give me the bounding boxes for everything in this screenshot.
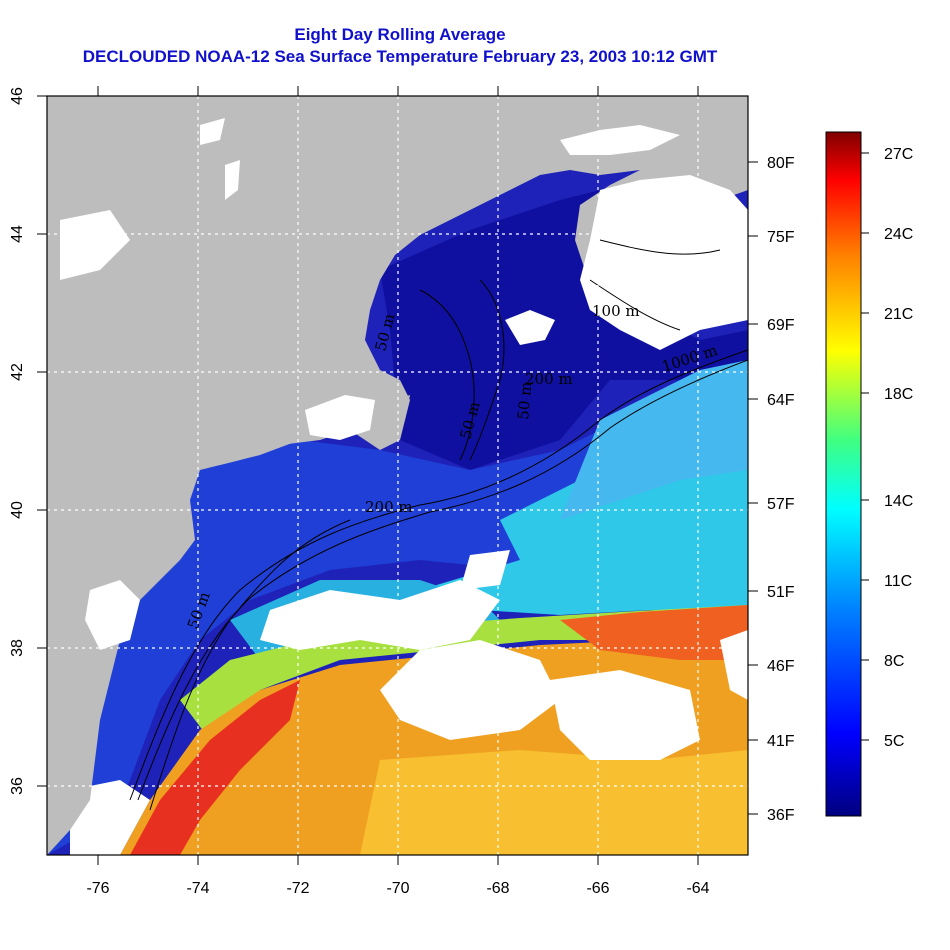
f-tick-label-69: 69F (767, 317, 795, 334)
cb-label-21c: 21C (884, 306, 913, 323)
lat-tick-label-38: 38 (9, 639, 26, 657)
f-tick-label-57: 57F (767, 496, 795, 513)
contour-label-50m-bank: 50 m (514, 381, 535, 421)
lon-tick-label-2: -72 (286, 880, 309, 897)
gulf-stream-north-wall (560, 605, 748, 660)
f-tick-label-80: 80F (767, 155, 795, 172)
contour-label-200m-gulf: 200 m (525, 370, 573, 388)
f-tick-label-36: 36F (767, 807, 795, 824)
contour-scotian-1 (589, 279, 681, 331)
contour-200m (129, 349, 748, 801)
lon-tick-label-1: -74 (186, 880, 209, 897)
f-tick-label-51: 51F (767, 584, 795, 601)
cb-label-18c: 18C (884, 386, 913, 403)
lat-tick-label-44: 44 (9, 225, 26, 243)
latitude-axis: 36 38 40 42 44 46 (9, 87, 47, 795)
title-block: Eight Day Rolling Average DECLOUDED NOAA… (0, 24, 800, 68)
inland-cloud-1 (60, 210, 130, 280)
cloud-patch-6 (505, 310, 555, 345)
cloud-patch-3 (550, 670, 700, 760)
longitude-axis: -76 -74 -72 -70 -68 -66 -64 (86, 855, 710, 897)
contour-label-100m-scotian: 100 m (592, 302, 640, 320)
contour-gulf-maine-2 (469, 279, 505, 461)
graticule (47, 96, 748, 855)
lat-tick-label-42: 42 (9, 363, 26, 381)
lon-tick-label-6: -64 (686, 880, 709, 897)
colorbar-gradient (825, 131, 862, 817)
lon-tick-label-5: -66 (586, 880, 609, 897)
lat-tick-label-36: 36 (9, 777, 26, 795)
sargasso-yellow-orange (360, 750, 748, 855)
lat-tick-label-40: 40 (9, 501, 26, 519)
lon-tick-label-3: -70 (386, 880, 409, 897)
contour-scotian-2 (599, 239, 721, 255)
lon-tick-label-4: -68 (486, 880, 509, 897)
canada-cloud (560, 125, 680, 155)
slope-water-light-blue (560, 360, 748, 520)
cloud-patch-2 (380, 640, 560, 740)
top-ticks (97, 86, 699, 96)
fahrenheit-axis: 80F 75F 69F 64F 57F 51F 46F 41F 36F (748, 155, 795, 824)
contour-50m-south (149, 519, 351, 811)
f-tick-label-75: 75F (767, 229, 795, 246)
cb-label-27c: 27C (884, 146, 913, 163)
us-mainland (47, 96, 748, 855)
cb-label-5c: 5C (884, 733, 904, 750)
f-tick-label-64: 64F (767, 392, 795, 409)
title-line-2: DECLOUDED NOAA-12 Sea Surface Temperatur… (82, 47, 718, 66)
cape-cod (380, 395, 410, 440)
contour-gulf-maine-1 (419, 289, 475, 461)
title-line-1: Eight Day Rolling Average (294, 25, 506, 44)
lon-tick-label-0: -76 (86, 880, 109, 897)
scotian-shelf-cloud (580, 175, 748, 350)
f-tick-label-41: 41F (767, 733, 795, 750)
inland-cloud-2 (200, 118, 225, 145)
colorbar: 27C 24C 21C 18C 14C 11C 8C 5C (825, 131, 913, 817)
inland-cloud-3 (225, 160, 240, 200)
cb-label-24c: 24C (884, 226, 913, 243)
contour-1000m (137, 359, 748, 801)
cb-label-8c: 8C (884, 653, 904, 670)
cloud-patch-1 (260, 580, 500, 650)
bathymetry-contours (129, 239, 748, 811)
cb-label-11c: 11C (884, 573, 912, 590)
f-tick-label-46: 46F (767, 658, 795, 675)
contour-label-200m-southern: 200 m (365, 498, 413, 516)
chesapeake-cloud (85, 580, 140, 650)
gulf-stream-red-core (130, 680, 300, 855)
lat-tick-label-46: 46 (9, 87, 26, 105)
cb-label-14c: 14C (884, 493, 913, 510)
coastal-cloud-1 (305, 395, 375, 440)
gulf-of-maine-cold-water (380, 190, 748, 470)
